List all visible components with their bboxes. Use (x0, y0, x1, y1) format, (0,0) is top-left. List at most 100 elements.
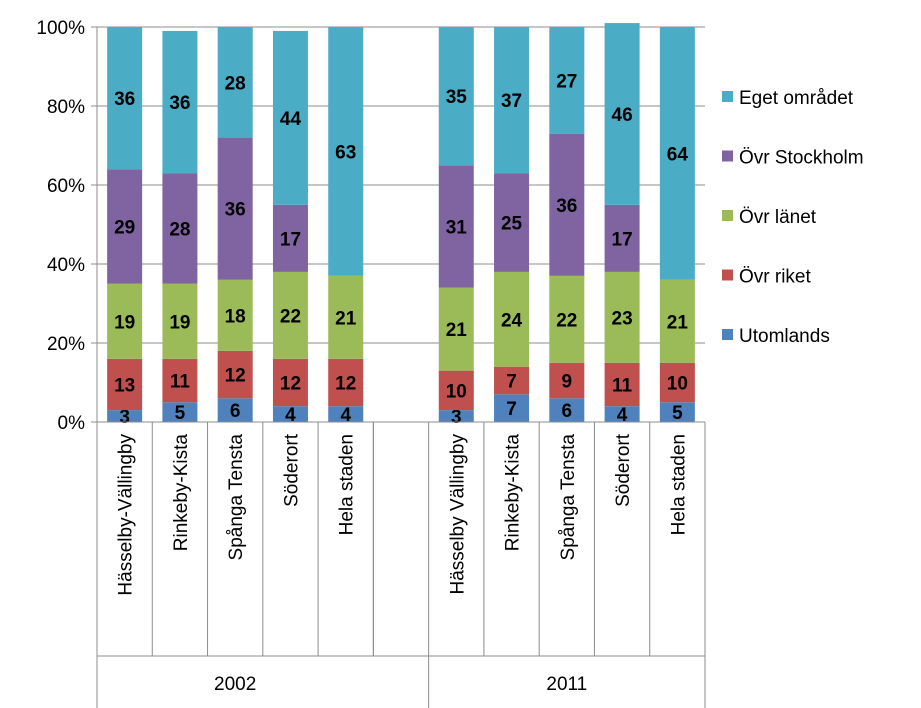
data-label: 22 (280, 306, 301, 327)
legend-label-vr-l-net: Övr länet (739, 207, 817, 228)
bar-vr-l-net-2002-hela-staden (328, 275, 364, 359)
data-label: 21 (335, 308, 357, 329)
data-label: 64 (667, 144, 689, 165)
bar-vr-stockholm-2011-h-sselby-v-llingby (438, 165, 474, 288)
data-label: 4 (340, 405, 351, 426)
bar-eget-omr-det-2011-rinkeby-kista (494, 27, 530, 174)
bar-vr-stockholm-2002-sp-nga-tensta (217, 137, 253, 280)
data-label: 10 (446, 381, 467, 402)
y-tick-label: 0% (58, 413, 86, 434)
data-label: 6 (562, 401, 573, 422)
bar-vr-stockholm-2011-rinkeby-kista (494, 173, 530, 272)
data-label: 7 (506, 399, 517, 420)
bar-vr-riket-2011-sp-nga-tensta (549, 362, 585, 399)
data-label: 19 (169, 312, 190, 333)
data-label: 5 (672, 403, 683, 424)
data-label: 3 (451, 407, 462, 428)
bar-vr-l-net-2011-h-sselby-v-llingby (438, 287, 474, 371)
data-label: 36 (169, 93, 190, 114)
data-label: 24 (501, 310, 523, 331)
data-label: 37 (501, 91, 522, 112)
category-label: Spånga Tensta (558, 434, 579, 561)
data-label: 22 (556, 310, 577, 331)
bar-utomlands-2002-sp-nga-tensta (217, 398, 253, 422)
category-label: Spånga Tensta (226, 434, 247, 561)
bar-utomlands-2002-rinkeby-kista (162, 402, 198, 422)
bar-eget-omr-det-2002-sp-nga-tensta (217, 27, 253, 138)
legend-swatch-eget-omr-det (722, 91, 733, 102)
bar-vr-riket-2011-rinkeby-kista (494, 366, 530, 395)
data-label: 25 (501, 214, 523, 235)
y-tick-label: 100% (36, 18, 85, 39)
data-label: 18 (225, 306, 246, 327)
bar-vr-l-net-2002-s-derort (272, 271, 308, 359)
group-label: 2011 (546, 674, 587, 695)
group-label: 2002 (214, 674, 256, 695)
bar-vr-l-net-2011-rinkeby-kista (494, 271, 530, 367)
category-label: Rinkeby-Kista (503, 434, 524, 552)
data-label: 12 (225, 366, 246, 387)
category-label: Hela staden (668, 434, 689, 535)
category-label: Hässelby-Vällingby (116, 434, 137, 596)
data-label: 46 (612, 105, 633, 126)
category-label: Rinkeby-Kista (171, 434, 192, 552)
bar-vr-l-net-2011-s-derort (604, 271, 640, 363)
category-label: Hela staden (337, 434, 358, 535)
bar-eget-omr-det-2011-s-derort (604, 23, 640, 205)
data-label: 28 (169, 219, 190, 240)
legend-swatch-vr-stockholm (722, 150, 733, 162)
bar-vr-riket-2011-s-derort (604, 362, 640, 407)
data-label: 9 (562, 372, 573, 393)
data-label: 44 (280, 109, 302, 130)
bar-eget-omr-det-2011-sp-nga-tensta (549, 27, 585, 134)
data-label: 7 (506, 372, 517, 393)
bar-vr-stockholm-2011-sp-nga-tensta (549, 133, 585, 276)
y-tick-label: 20% (47, 334, 85, 355)
bar-eget-omr-det-2011-hela-staden (659, 27, 695, 280)
data-label: 35 (446, 87, 468, 108)
category-label: Söderort (281, 433, 302, 507)
bar-eget-omr-det-2002-s-derort (272, 30, 308, 205)
category-label: Hässelby Vällingby (447, 434, 468, 595)
data-label: 11 (170, 372, 191, 393)
legend-swatch-utomlands (722, 329, 733, 340)
data-label: 21 (667, 312, 689, 333)
bar-vr-riket-2011-h-sselby-v-llingby (438, 370, 474, 411)
bar-eget-omr-det-2002-rinkeby-kista (162, 30, 198, 174)
bar-eget-omr-det-2002-hela-staden (328, 27, 364, 276)
legend-swatch-vr-riket (722, 269, 733, 281)
data-label: 6 (230, 401, 241, 422)
data-label: 12 (335, 374, 356, 395)
data-label: 12 (280, 374, 301, 395)
bar-eget-omr-det-2002-h-sselby-v-llingby (107, 27, 143, 170)
data-label: 36 (225, 200, 246, 221)
data-label: 17 (280, 229, 301, 250)
data-label: 27 (556, 71, 577, 92)
bar-utomlands-2002-h-sselby-v-llingby (107, 410, 143, 422)
data-label: 31 (446, 217, 468, 238)
bar-vr-l-net-2002-sp-nga-tensta (217, 279, 253, 351)
bar-vr-l-net-2002-h-sselby-v-llingby (107, 283, 143, 359)
bar-vr-stockholm-2002-rinkeby-kista (162, 173, 198, 284)
data-label: 29 (114, 217, 135, 238)
bar-vr-riket-2002-hela-staden (328, 358, 364, 407)
data-label: 3 (119, 407, 130, 428)
data-label: 36 (556, 196, 577, 217)
data-label: 21 (446, 320, 468, 341)
data-label: 10 (667, 374, 688, 395)
bar-vr-riket-2002-rinkeby-kista (162, 358, 198, 403)
category-label: Söderort (613, 433, 634, 507)
bar-utomlands-2002-hela-staden (328, 406, 364, 422)
bar-vr-l-net-2002-rinkeby-kista (162, 283, 198, 359)
y-tick-label: 40% (47, 255, 85, 276)
bar-vr-stockholm-2002-s-derort (272, 204, 308, 272)
bar-utomlands-2011-sp-nga-tensta (549, 398, 585, 422)
bar-vr-riket-2011-hela-staden (659, 362, 695, 403)
data-label: 36 (114, 89, 135, 110)
bar-vr-stockholm-2011-s-derort (604, 204, 640, 272)
data-label: 4 (617, 405, 628, 426)
bar-vr-riket-2002-sp-nga-tensta (217, 350, 253, 399)
y-tick-label: 60% (47, 176, 85, 197)
data-label: 19 (114, 312, 135, 333)
